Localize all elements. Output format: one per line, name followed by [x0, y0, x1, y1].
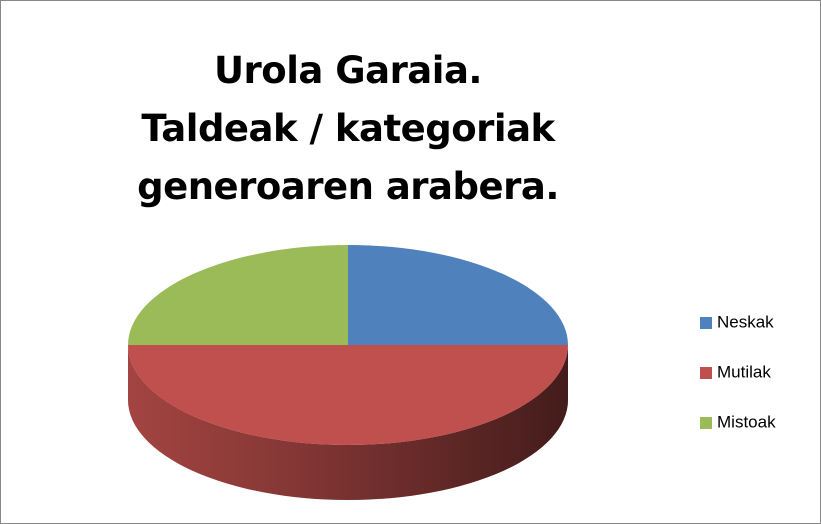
- legend-swatch: [700, 367, 712, 379]
- legend-swatch: [700, 417, 712, 429]
- slice-side-shade: [128, 345, 568, 500]
- slice: [128, 345, 568, 445]
- chart-title: Urola Garaia. Taldeak / kategoriak gener…: [137, 49, 559, 208]
- legend-label: Mistoak: [717, 412, 776, 431]
- slice: [348, 245, 568, 345]
- legend-label: Neskak: [717, 312, 774, 331]
- slice: [128, 245, 348, 345]
- legend-swatch: [700, 317, 712, 329]
- legend-label: Mutilak: [717, 362, 771, 381]
